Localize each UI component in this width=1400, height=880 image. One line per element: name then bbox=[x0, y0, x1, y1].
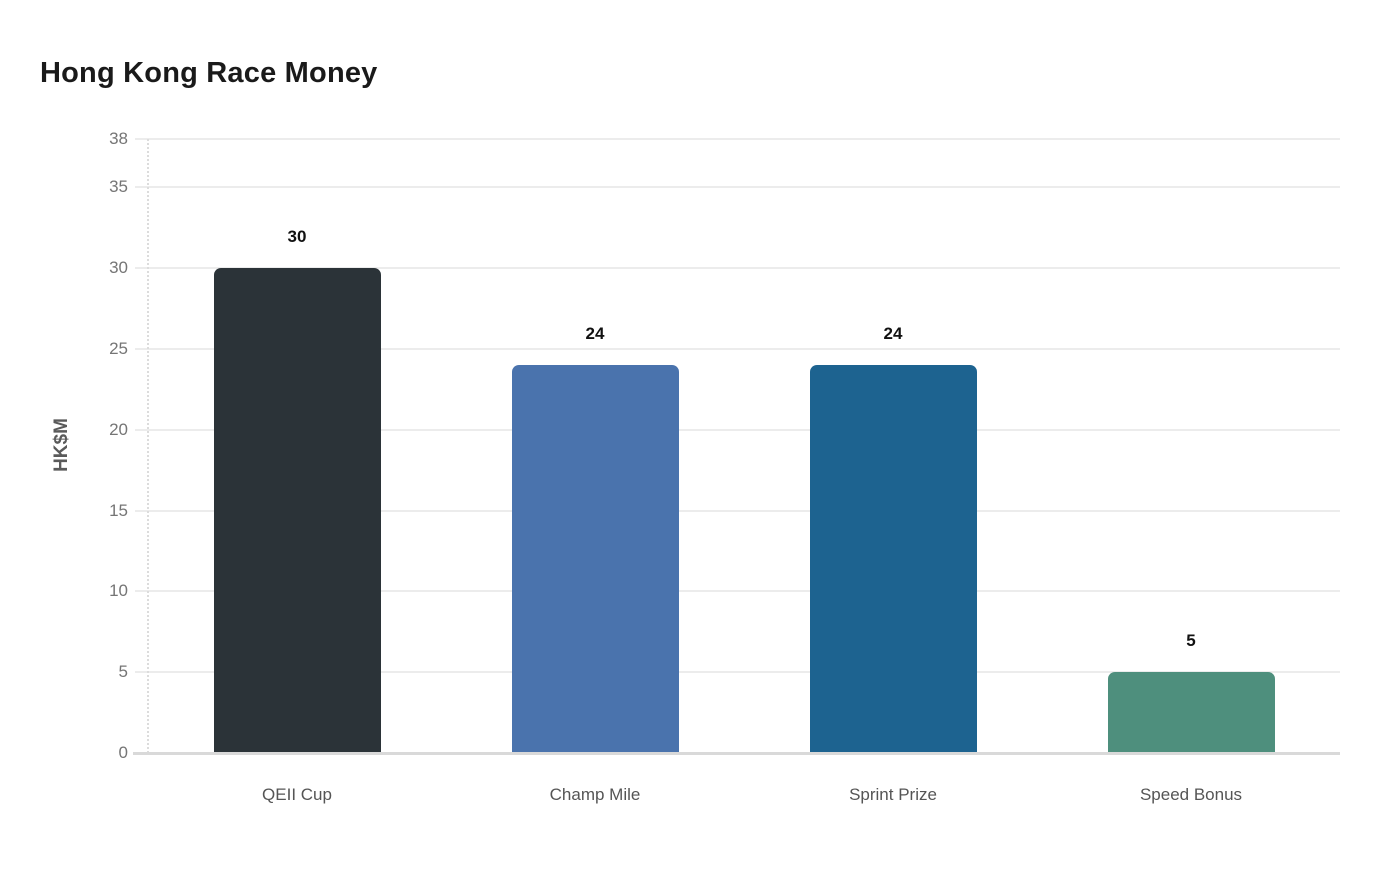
y-tick-label: 38 bbox=[109, 129, 128, 148]
chart-title: Hong Kong Race Money bbox=[40, 57, 378, 89]
gridline bbox=[135, 590, 1340, 593]
y-tick-label: 15 bbox=[109, 500, 128, 520]
bar bbox=[511, 365, 679, 753]
gridline bbox=[135, 267, 1340, 270]
y-tick-label: 5 bbox=[118, 662, 128, 682]
bar bbox=[213, 268, 381, 753]
bar-value-label: 5 bbox=[1186, 631, 1196, 651]
x-axis-baseline bbox=[133, 751, 1340, 755]
bar-value-label: 24 bbox=[585, 324, 605, 344]
y-axis-dotted-line bbox=[147, 139, 149, 753]
bar-value-label: 30 bbox=[287, 227, 307, 247]
bar bbox=[1107, 672, 1275, 753]
x-category-label: QEII Cup bbox=[262, 785, 332, 804]
gridline bbox=[135, 509, 1340, 512]
y-tick-label: 10 bbox=[109, 581, 128, 601]
gridline bbox=[135, 428, 1340, 431]
y-tick-label: 20 bbox=[109, 419, 128, 439]
gridline bbox=[135, 671, 1340, 674]
x-category-label: Champ Mile bbox=[549, 785, 641, 804]
bar-value-label: 24 bbox=[883, 324, 903, 344]
y-tick-label: 0 bbox=[118, 743, 128, 762]
gridline bbox=[135, 138, 1340, 140]
gridline bbox=[135, 186, 1340, 189]
y-tick-label: 25 bbox=[109, 339, 128, 359]
x-category-label: Sprint Prize bbox=[849, 785, 937, 804]
gridline bbox=[135, 348, 1340, 351]
y-tick-label: 30 bbox=[109, 258, 128, 278]
y-tick-label: 35 bbox=[109, 177, 128, 197]
x-category-label: Speed Bonus bbox=[1139, 785, 1243, 804]
bar bbox=[809, 365, 977, 753]
